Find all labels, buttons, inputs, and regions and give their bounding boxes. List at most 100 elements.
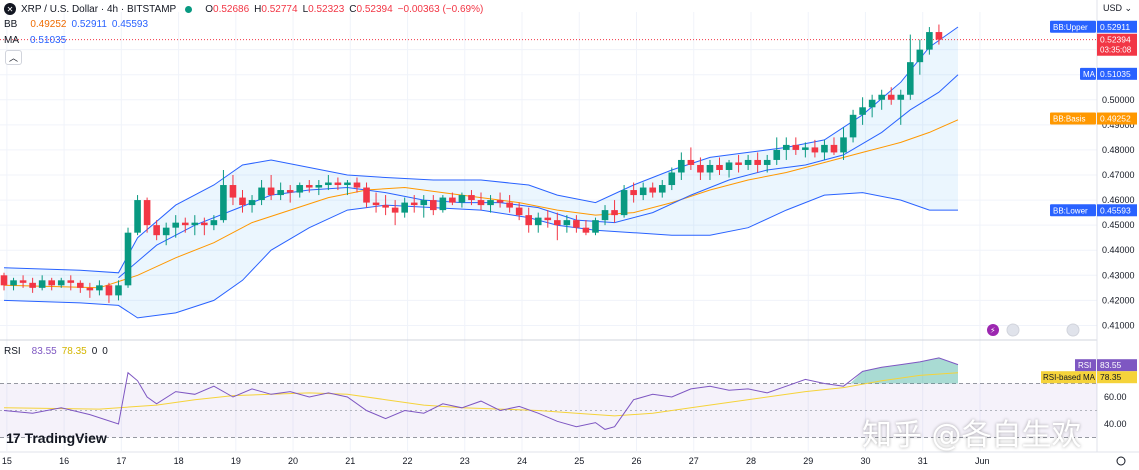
candle[interactable] — [620, 185, 628, 218]
candle[interactable] — [487, 195, 494, 213]
candle[interactable] — [305, 180, 313, 193]
candle[interactable] — [668, 167, 676, 191]
candle[interactable] — [506, 195, 513, 213]
candle[interactable] — [172, 215, 180, 238]
candle[interactable] — [239, 190, 246, 213]
candle[interactable] — [10, 277, 17, 291]
candle[interactable] — [716, 157, 723, 175]
candle[interactable] — [477, 192, 485, 211]
candle[interactable] — [77, 280, 84, 293]
candle[interactable] — [916, 39, 924, 75]
bb-upper-tag[interactable]: BB:Upper 0.52911 — [1050, 20, 1137, 33]
candle[interactable] — [868, 94, 876, 118]
candle[interactable] — [449, 192, 456, 206]
candle[interactable] — [220, 169, 227, 223]
candle[interactable] — [830, 137, 838, 155]
candle[interactable] — [544, 210, 552, 228]
candle[interactable] — [38, 275, 46, 291]
candle[interactable] — [48, 277, 55, 291]
candle[interactable] — [334, 177, 342, 191]
symbol-title[interactable]: XRP / U.S. Dollar · 4h · BITSTAMP — [21, 3, 177, 15]
candle[interactable] — [267, 175, 275, 201]
candle[interactable] — [859, 97, 866, 125]
candle[interactable] — [744, 154, 752, 170]
settings-gear-icon[interactable] — [1116, 456, 1126, 466]
candle[interactable] — [363, 182, 370, 208]
candle[interactable] — [143, 197, 151, 233]
candle[interactable] — [763, 154, 771, 173]
candle[interactable] — [878, 89, 885, 110]
candle[interactable] — [706, 159, 714, 181]
rsi-legend[interactable]: RSI 83.55 78.35 0 0 — [4, 346, 108, 357]
candle[interactable] — [935, 24, 943, 45]
candle[interactable] — [468, 190, 475, 206]
candle[interactable] — [811, 139, 819, 158]
candle[interactable] — [840, 127, 847, 160]
candle[interactable] — [534, 212, 542, 233]
candle[interactable] — [601, 205, 609, 226]
candle[interactable] — [592, 217, 599, 236]
candle[interactable] — [353, 177, 361, 193]
candle[interactable] — [887, 87, 895, 105]
candle[interactable] — [134, 195, 141, 236]
candle[interactable] — [391, 200, 399, 226]
candle[interactable] — [401, 197, 408, 218]
bb-basis-tag[interactable]: BB:Basis 0.49252 — [1050, 112, 1137, 125]
candle[interactable] — [286, 185, 294, 203]
candle[interactable] — [277, 182, 284, 201]
candle[interactable] — [802, 142, 809, 158]
candle[interactable] — [639, 182, 647, 201]
candle[interactable] — [115, 280, 122, 301]
candle[interactable] — [86, 282, 94, 298]
candle[interactable] — [344, 180, 351, 196]
candle[interactable] — [105, 282, 113, 303]
candle[interactable] — [201, 217, 208, 236]
candle[interactable] — [210, 215, 218, 231]
candle[interactable] — [248, 195, 256, 213]
bb-legend[interactable]: BB 0.49252 0.52911 0.45593 — [4, 19, 148, 30]
candle[interactable] — [0, 272, 8, 291]
candle[interactable] — [611, 200, 618, 223]
candle[interactable] — [325, 175, 332, 191]
candle[interactable] — [153, 220, 160, 241]
xrp-logo-icon[interactable]: ✕ — [4, 3, 16, 15]
us-flag-event-icon[interactable] — [1006, 323, 1020, 337]
candle[interactable] — [792, 137, 800, 155]
candle[interactable] — [430, 195, 437, 216]
candle[interactable] — [29, 277, 36, 293]
candle[interactable] — [754, 152, 761, 173]
rsi-tag[interactable]: RSI 83.55 RSI-based MA 78.35 — [1041, 359, 1137, 384]
candle[interactable] — [897, 89, 905, 125]
candle[interactable] — [554, 212, 561, 241]
candle[interactable] — [410, 195, 418, 213]
candle[interactable] — [658, 180, 666, 198]
candle[interactable] — [697, 157, 704, 181]
candle[interactable] — [649, 182, 657, 198]
candle[interactable] — [582, 220, 590, 236]
candle[interactable] — [525, 207, 532, 233]
bb-lower-tag[interactable]: BB:Lower 0.45593 — [1050, 204, 1137, 217]
candle[interactable] — [315, 180, 323, 196]
currency-selector[interactable]: USD ⌄ — [1103, 3, 1133, 13]
candle[interactable] — [67, 275, 75, 291]
candle[interactable] — [678, 152, 685, 181]
candle[interactable] — [907, 34, 914, 100]
candle[interactable] — [258, 180, 265, 206]
candle[interactable] — [735, 154, 742, 173]
candle[interactable] — [515, 202, 523, 221]
candle[interactable] — [124, 227, 132, 288]
candle[interactable] — [19, 275, 27, 288]
candle[interactable] — [821, 139, 828, 160]
candle[interactable] — [573, 215, 580, 233]
candle[interactable] — [181, 217, 189, 233]
candle[interactable] — [420, 195, 428, 218]
candle[interactable] — [458, 192, 466, 208]
collapse-legend-button[interactable]: ︿ — [5, 50, 22, 65]
candle[interactable] — [630, 182, 637, 203]
candle[interactable] — [687, 147, 695, 170]
tradingview-logo[interactable]: 17 TradingView — [6, 430, 107, 446]
candle[interactable] — [782, 137, 790, 160]
